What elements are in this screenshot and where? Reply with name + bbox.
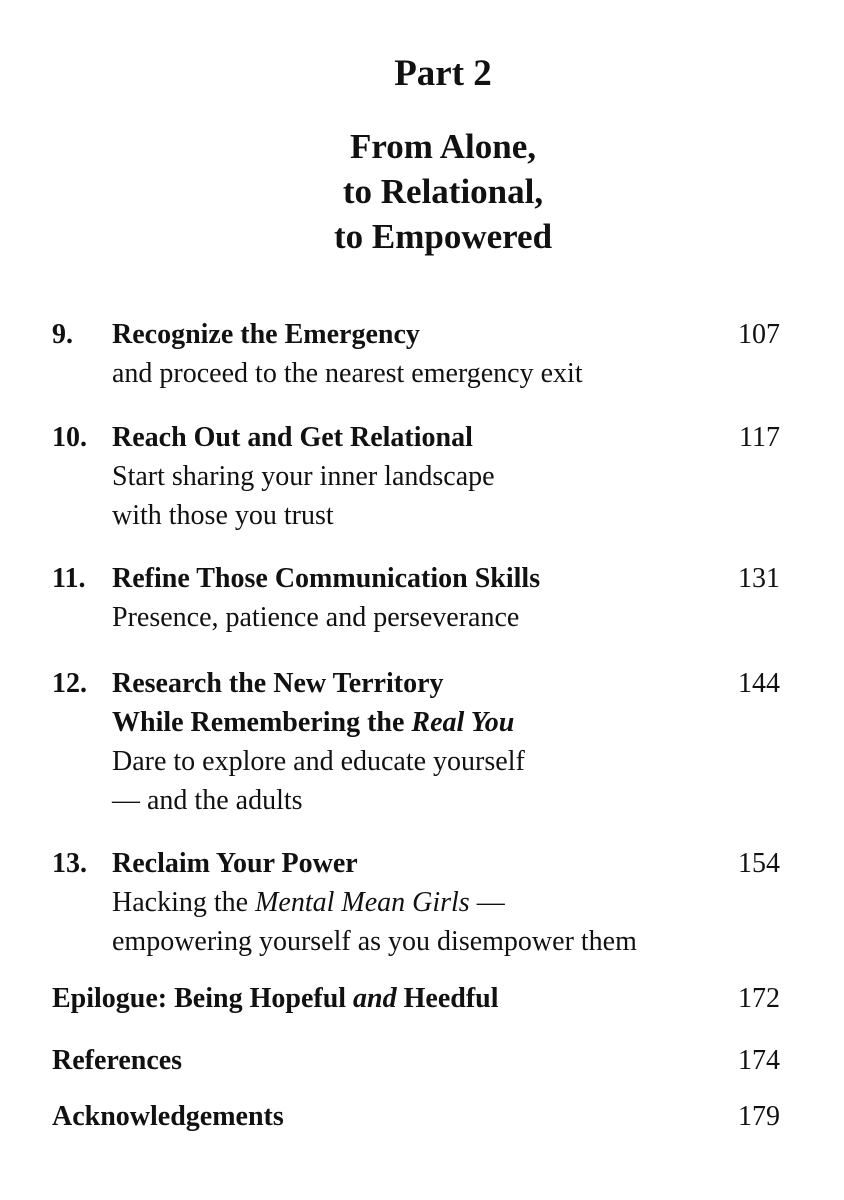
chapter-number: 9. [52,319,73,350]
text-segment: Presence, patience and perseverance [112,602,520,633]
part-heading: From Alone, to Relational, to Empowered [0,124,844,259]
entry-body: Research the New Territory While Remember… [112,664,780,820]
heading-line: to Empowered [333,217,553,256]
entry-body: References [52,1041,780,1080]
text-segment: Reclaim Your Power [112,848,358,879]
page-number: 174 [738,1045,780,1076]
chapter-number: 12. [52,668,87,699]
page-number: 172 [738,983,780,1014]
entry-body: Reclaim Your Power Hacking the Mental Mea… [112,844,780,961]
heading-line: From Alone, [349,127,536,166]
entry-title: References [52,1041,780,1080]
text-segment: Dare to explore and educate yourself [112,746,525,777]
entry-title: Epilogue: Being Hopeful and Heedful [52,979,780,1018]
text-segment: Real You [411,707,515,738]
page-number: 154 [738,848,780,879]
entry-body: Acknowledgements [52,1097,780,1136]
text-segment: Start sharing your inner landscape [112,461,495,492]
text-segment: — [469,887,505,918]
entry-title: Recognize the Emergency [112,315,780,354]
entry-subtitle: with those you trust [112,496,780,535]
toc-entry[interactable]: Epilogue: Being Hopeful and Heedful 172 [52,979,780,1018]
toc-entry[interactable]: 9. Recognize the Emergency and proceed to … [52,315,780,393]
entry-subtitle: Presence, patience and perseverance [112,598,780,637]
text-segment: While Remembering the [112,707,412,738]
toc-entry[interactable]: Acknowledgements 179 [52,1097,780,1136]
text-segment: Refine Those Communication Skills [112,563,541,594]
entry-title: Reach Out and Get Relational [112,418,780,457]
text-segment: Heedful [396,983,499,1014]
page-number: 179 [738,1101,780,1132]
entry-subtitle: — and the adults [112,781,780,820]
entry-title: Refine Those Communication Skills [112,559,780,598]
entry-title: While Remembering the Real You [112,703,780,742]
entry-title: Acknowledgements [52,1097,780,1136]
toc-entry[interactable]: 13. Reclaim Your Power Hacking the Mental … [52,844,780,961]
part-label: Part 2 [394,53,492,94]
text-segment: with those you trust [112,500,334,531]
text-segment: — and the adults [112,785,303,816]
chapter-number: 11. [52,563,86,594]
heading-line: to Relational, [342,172,544,211]
toc-entry[interactable]: 10. Reach Out and Get Relational Start sha… [52,418,780,535]
page-number: 117 [739,422,780,453]
toc-entry[interactable]: References 174 [52,1041,780,1080]
text-segment: Recognize the Emergency [112,319,420,350]
entry-subtitle: Dare to explore and educate yourself [112,742,780,781]
entry-subtitle: and proceed to the nearest emergency exi… [112,354,780,393]
page-number: 107 [738,319,780,350]
text-segment: Acknowledgements [52,1101,284,1132]
entry-title: Research the New Territory [112,664,780,703]
text-segment: Epilogue: Being Hopeful [52,983,354,1014]
text-segment: Hacking the [112,887,256,918]
text-segment: and [353,983,397,1014]
entry-body: Recognize the Emergency and proceed to th… [112,315,780,393]
entry-body: Reach Out and Get Relational Start sharin… [112,418,780,535]
entry-body: Refine Those Communication Skills Presenc… [112,559,780,637]
entry-body: Epilogue: Being Hopeful and Heedful [52,979,780,1018]
page-number: 131 [738,563,780,594]
toc-entry[interactable]: 12. Research the New Territory While Remem… [52,664,780,820]
text-segment: and proceed to the nearest emergency exi… [112,358,583,389]
entry-subtitle: Hacking the Mental Mean Girls — [112,883,780,922]
entry-subtitle: empowering yourself as you disempower th… [112,922,780,961]
chapter-number: 13. [52,848,87,879]
chapter-number: 10. [52,422,87,453]
text-segment: References [52,1045,183,1076]
entry-subtitle: Start sharing your inner landscape [112,457,780,496]
entry-title: Reclaim Your Power [112,844,780,883]
page-number: 144 [738,668,780,699]
text-segment: Research the New Territory [112,668,444,699]
text-segment: empowering yourself as you disempower th… [112,926,637,957]
text-segment: Mental Mean Girls [255,887,470,918]
text-segment: Reach Out and Get Relational [112,422,473,453]
toc-entry[interactable]: 11. Refine Those Communication Skills Pres… [52,559,780,637]
